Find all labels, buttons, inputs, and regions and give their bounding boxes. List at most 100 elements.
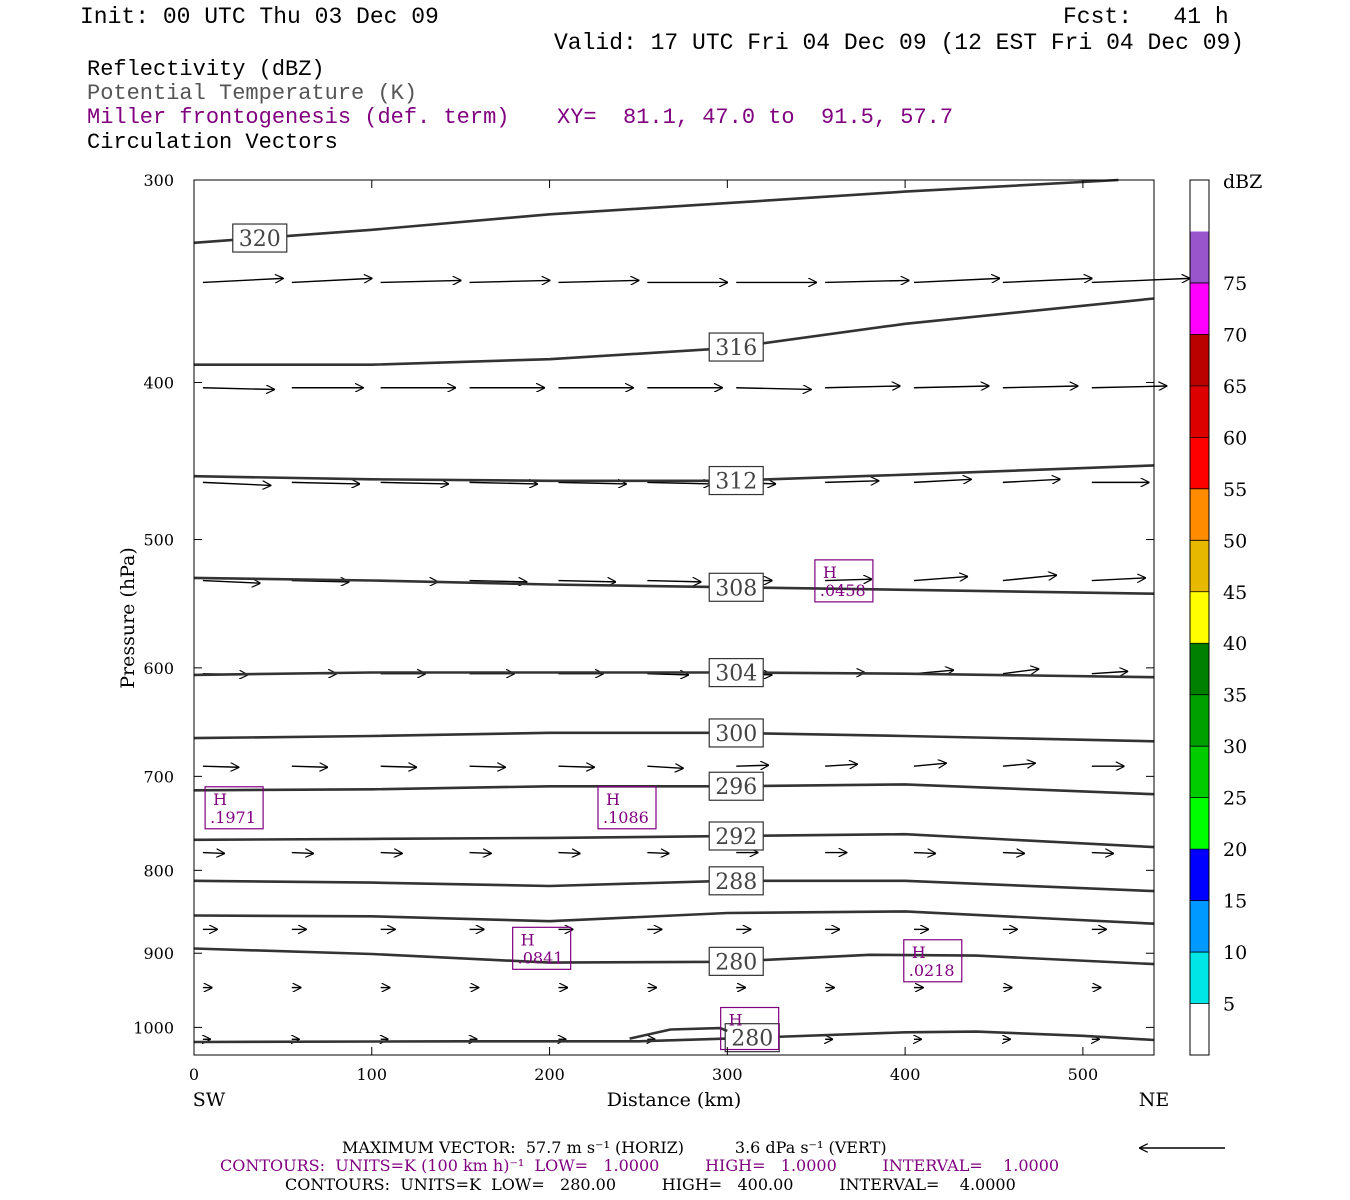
circulation-vector bbox=[558, 853, 579, 854]
x-tick-label: 200 bbox=[534, 1065, 565, 1084]
colorbar-segment bbox=[1190, 694, 1209, 747]
theta-contour-line bbox=[193, 832, 1155, 849]
theta-contour-label-box bbox=[232, 223, 288, 253]
theta-contour-label-box bbox=[708, 332, 764, 362]
y-tick-label: 1000 bbox=[133, 1018, 174, 1037]
x-tick-label: 500 bbox=[1068, 1065, 1099, 1084]
circulation-vector bbox=[202, 766, 239, 767]
colorbar-segment bbox=[1190, 488, 1209, 541]
circulation-vector bbox=[291, 853, 313, 854]
colorbar-level-label: 35 bbox=[1223, 685, 1247, 707]
colorbar-level-label: 60 bbox=[1223, 427, 1247, 449]
circulation-vector bbox=[913, 763, 946, 766]
frontogenesis-max-box bbox=[720, 1006, 780, 1051]
theta-contour-label-box bbox=[708, 718, 764, 748]
circulation-vector bbox=[1091, 578, 1145, 581]
theta-contour-label: 316 bbox=[715, 336, 757, 361]
colorbar-segment bbox=[1190, 385, 1209, 438]
y-tick-label: 900 bbox=[143, 944, 174, 963]
theta-contour-label: 296 bbox=[715, 775, 757, 800]
frontogenesis-max-value: .1971 bbox=[210, 808, 256, 827]
theta-contour-line bbox=[194, 297, 1155, 366]
circulation-vector bbox=[647, 853, 668, 854]
colorbar-segment bbox=[1190, 1003, 1209, 1055]
circulation-vector bbox=[647, 674, 688, 675]
theta-contour-label: 288 bbox=[715, 870, 757, 895]
frontogenesis-max-box bbox=[903, 939, 963, 983]
circulation-vector bbox=[913, 577, 967, 581]
colorbar-segment bbox=[1190, 746, 1209, 798]
circulation-vector bbox=[291, 278, 372, 282]
valid-time: Valid: 17 UTC Fri 04 Dec 09 (12 EST Fri … bbox=[554, 30, 1245, 56]
circulation-vector bbox=[1002, 278, 1092, 282]
circulation-vector bbox=[825, 481, 878, 483]
frontogenesis-max-value: .0841 bbox=[518, 948, 564, 967]
circulation-vector bbox=[825, 280, 909, 282]
colorbar-frame bbox=[1189, 179, 1210, 1056]
circulation-vector bbox=[380, 853, 402, 854]
frontogenesis-max-marker: H bbox=[823, 563, 837, 582]
circulation-vector bbox=[647, 766, 683, 768]
circulation-vector bbox=[736, 388, 811, 390]
theta-contour-label: 280 bbox=[715, 950, 757, 975]
circulation-vector bbox=[647, 482, 711, 484]
circulation-vector bbox=[1002, 575, 1056, 582]
y-tick-label: 500 bbox=[143, 531, 174, 550]
x-tick-label: 400 bbox=[890, 1065, 921, 1084]
circulation-vector bbox=[558, 482, 626, 484]
theta-contour-label-box bbox=[708, 771, 764, 801]
colorbar-units: dBZ bbox=[1223, 171, 1262, 193]
y-tick-label: 300 bbox=[143, 171, 174, 190]
theta-contour-label-box bbox=[724, 1023, 780, 1053]
frontogenesis-max-marker: H bbox=[912, 943, 926, 962]
circulation-vector bbox=[736, 765, 768, 766]
colorbar-level-label: 70 bbox=[1223, 324, 1247, 346]
circulation-vector bbox=[1002, 386, 1078, 388]
theta-contour-label-box bbox=[708, 821, 764, 851]
circulation-vector bbox=[1002, 479, 1060, 482]
circulation-vector bbox=[202, 278, 283, 282]
theta-contour-label: 280 bbox=[731, 1027, 773, 1052]
colorbar-level-label: 10 bbox=[1223, 942, 1247, 964]
theta-contour-label: 312 bbox=[715, 470, 757, 495]
theta-contour-line bbox=[193, 731, 1155, 743]
theta-contour-line bbox=[193, 576, 1155, 595]
y-tick-label: 400 bbox=[143, 373, 174, 392]
circulation-vector bbox=[469, 766, 506, 767]
circulation-vector bbox=[825, 579, 871, 580]
colorbar-segment bbox=[1190, 797, 1209, 850]
x-axis-label: Distance (km) bbox=[607, 1089, 742, 1111]
colorbar-segment bbox=[1190, 952, 1209, 1004]
circulation-vector bbox=[913, 479, 971, 482]
colorbar-segment bbox=[1190, 643, 1209, 695]
colorbar-segment bbox=[1190, 849, 1209, 901]
circulation-vector bbox=[380, 482, 449, 484]
colorbar-level-label: 15 bbox=[1223, 891, 1247, 913]
frontogenesis-max-box bbox=[814, 559, 874, 603]
x-tick-label: 300 bbox=[712, 1065, 743, 1084]
colorbar-level-label: 25 bbox=[1223, 788, 1247, 810]
plot-frame bbox=[193, 179, 1155, 1056]
theta-contour-label: 320 bbox=[239, 227, 281, 252]
field-potential-temperature: Potential Temperature (K) bbox=[87, 81, 418, 106]
theta-contour-label: 300 bbox=[715, 722, 757, 747]
circulation-vector bbox=[469, 581, 527, 582]
circulation-vector bbox=[1091, 278, 1190, 282]
colorbar-segment bbox=[1190, 282, 1209, 335]
circulation-vector bbox=[469, 853, 491, 854]
y-axis-label: Pressure (hPa) bbox=[117, 547, 139, 689]
circulation-vector bbox=[380, 766, 417, 767]
theta-contour-line bbox=[193, 783, 1155, 796]
colorbar-level-label: 20 bbox=[1223, 839, 1247, 861]
theta-contour-label-box bbox=[708, 572, 764, 602]
x-right-end-label: NE bbox=[1139, 1089, 1170, 1111]
circulation-vector bbox=[202, 482, 271, 485]
circulation-vector bbox=[1002, 669, 1039, 674]
circulation-vector bbox=[913, 853, 935, 854]
forecast-hour: Fcst: 41 h bbox=[1063, 4, 1229, 30]
theta-contour-line bbox=[193, 464, 1155, 483]
theta-contour-line bbox=[193, 910, 1155, 925]
field-reflectivity: Reflectivity (dBZ) bbox=[87, 57, 325, 82]
frontogenesis-max-value: .0458 bbox=[820, 581, 866, 600]
